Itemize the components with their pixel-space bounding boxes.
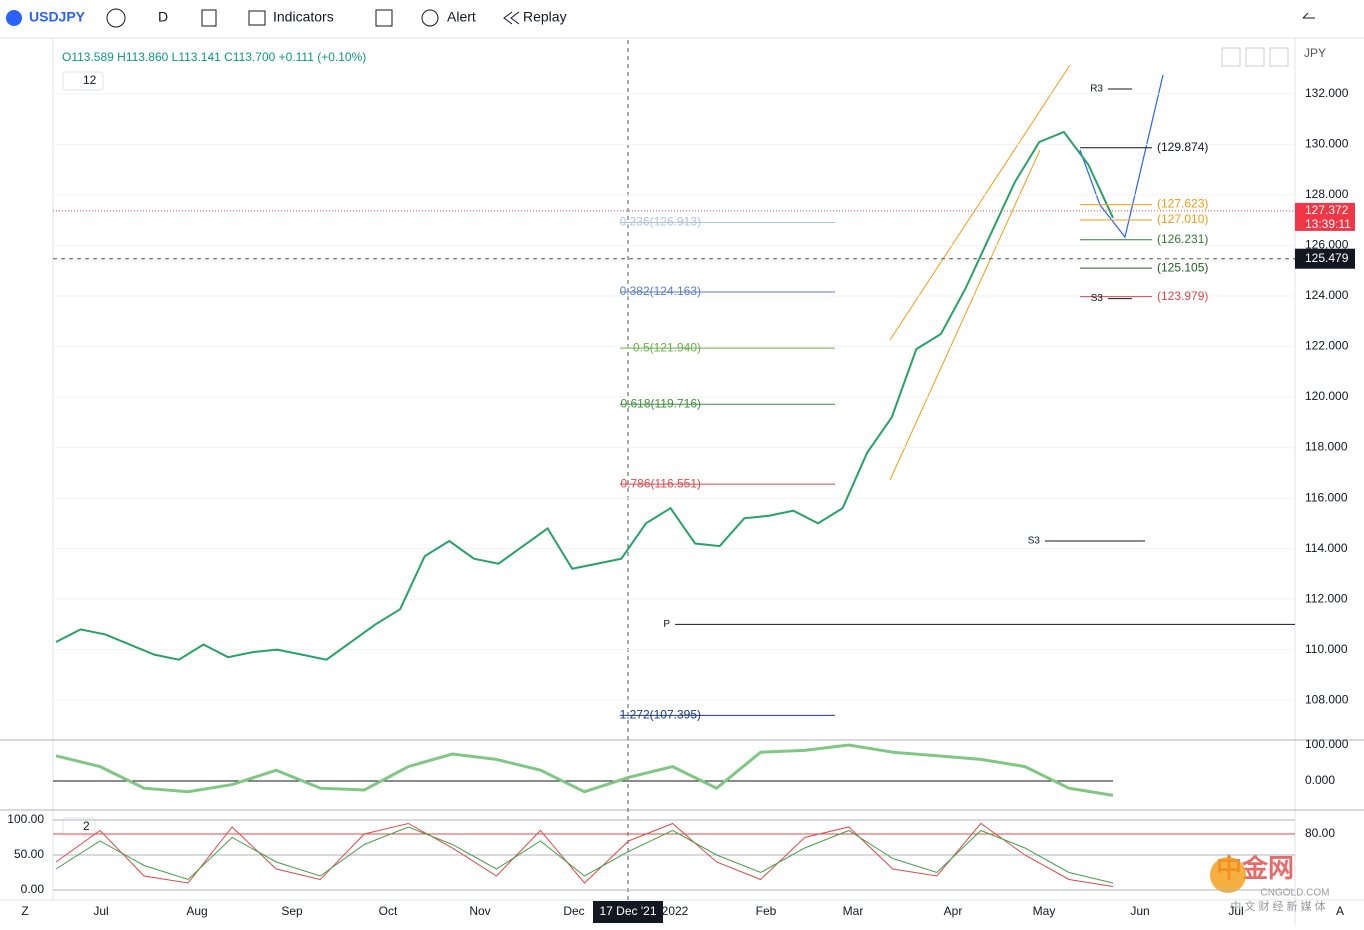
crosshair-date-box <box>593 901 663 923</box>
y-tick-label: 120.000 <box>1305 389 1349 403</box>
alert[interactable]: Alert <box>447 9 476 25</box>
pivot-label: S3 <box>1091 293 1104 304</box>
interval[interactable]: D <box>158 9 168 25</box>
y-tick-label: 130.000 <box>1305 137 1349 151</box>
undo[interactable] <box>1302 12 1315 19</box>
fib-label: 0.786(116.551) <box>620 476 701 490</box>
fib-label: 0.5(121.940) <box>633 340 701 354</box>
y-tick-label: 116.000 <box>1305 490 1348 504</box>
x-tick-label: Nov <box>469 904 490 918</box>
y-tick-label: 124.000 <box>1305 288 1349 302</box>
stoch-line <box>55 826 1114 884</box>
x-tick-label: A <box>1336 904 1344 918</box>
crosshair-date: 17 Dec '21 <box>600 904 657 918</box>
x-tick-label: Jul <box>93 904 108 918</box>
x-tick-label: Jun <box>1130 904 1149 918</box>
x-tick-label: Feb <box>756 904 777 918</box>
y-tick-label: 122.000 <box>1305 339 1349 353</box>
x-tick-label: Apr <box>944 904 963 918</box>
symbol-icon[interactable] <box>6 10 22 26</box>
currency: JPY <box>1304 46 1326 60</box>
fib-label: 1.272(107.395) <box>620 708 701 722</box>
replay-icon[interactable] <box>503 11 520 25</box>
replay[interactable]: Replay <box>523 9 567 25</box>
level-label: (127.623) <box>1157 197 1208 211</box>
indicators-icon[interactable] <box>248 10 266 26</box>
y-tick-label: 114.000 <box>1305 541 1348 555</box>
y-tick-label: 108.000 <box>1305 692 1349 706</box>
stoch-tick-label: 0.00 <box>21 882 45 896</box>
rsi-tick-label: 100.000 <box>1305 737 1349 751</box>
auto-scale[interactable]: Z <box>21 904 28 918</box>
y-tick-label: 110.000 <box>1305 642 1348 656</box>
y-tick-label: 128.000 <box>1305 187 1349 201</box>
y-tick-label: 112.000 <box>1305 591 1348 605</box>
btn-maximize[interactable] <box>1269 47 1289 67</box>
alert-icon[interactable] <box>421 9 439 27</box>
x-tick-label: Sep <box>281 904 303 918</box>
ohlc-legend: O113.589 H113.860 L113.141 C113.700 +0.1… <box>62 50 366 64</box>
stoch-toggle <box>62 817 96 837</box>
stoch-tick-label: 100.00 <box>7 812 44 826</box>
pivot-label: S3 <box>1028 536 1041 547</box>
countdown: 13:39:11 <box>1305 217 1351 231</box>
rsi-line <box>55 743 1114 797</box>
rsi-tick-label: 0.000 <box>1305 773 1335 787</box>
y-tick-label: 126.000 <box>1305 238 1349 252</box>
stoch-tick-label: 80.00 <box>1305 826 1335 840</box>
last-price-box <box>1295 202 1355 231</box>
chart-style[interactable] <box>201 9 217 27</box>
level-label: (126.231) <box>1157 232 1208 246</box>
fib-label: 0.382(124.163) <box>620 284 701 298</box>
projection-drawing <box>1079 74 1164 239</box>
legend-toggle[interactable] <box>62 71 104 91</box>
x-tick-label: Aug <box>186 904 207 918</box>
channel-drawing <box>889 64 1071 481</box>
stoch-length: 2 <box>83 819 90 833</box>
pivot-label: R3 <box>1090 84 1103 95</box>
watermark-logo <box>1210 857 1246 893</box>
crosshair-price: 125.479 <box>1305 251 1349 265</box>
x-tick-label: 2022 <box>662 904 689 918</box>
symbol[interactable]: USDJPY <box>29 9 86 25</box>
btn-collapse[interactable] <box>1245 47 1265 67</box>
toolbar-bg <box>0 0 1364 38</box>
level-label: (123.979) <box>1157 289 1208 303</box>
level-label: (127.010) <box>1157 212 1208 226</box>
legend-length: 12 <box>83 73 97 87</box>
layout-icon[interactable] <box>375 9 393 27</box>
x-tick-label: May <box>1033 904 1056 918</box>
crosshair-price-box <box>1295 248 1355 269</box>
x-tick-label: Oct <box>379 904 398 918</box>
x-tick-label: Jul <box>1228 904 1243 918</box>
stoch-line <box>55 822 1114 887</box>
last-price: 127.372 <box>1305 203 1349 217</box>
btn-down[interactable] <box>1221 47 1241 67</box>
pivot-label: P <box>663 619 670 630</box>
watermark-site: CNGOLD.COM <box>1261 888 1330 899</box>
watermark-tagline: 中 文 财 经 新 媒 体 <box>1230 899 1325 913</box>
y-tick-label: 118.000 <box>1305 440 1348 454</box>
y-tick-label: 132.000 <box>1305 86 1349 100</box>
price-line <box>55 130 1114 661</box>
add-symbol[interactable] <box>106 8 126 28</box>
x-tick-label: Dec <box>563 904 584 918</box>
fib-label: 0.236(126.913) <box>620 215 701 229</box>
fib-label: 0.618(119.716) <box>620 396 701 410</box>
level-label: (125.105) <box>1157 260 1208 274</box>
x-tick-label: Mar <box>843 904 864 918</box>
stoch-tick-label: 50.00 <box>14 847 44 861</box>
level-label: (129.874) <box>1157 140 1208 154</box>
indicators[interactable]: Indicators <box>273 9 334 25</box>
